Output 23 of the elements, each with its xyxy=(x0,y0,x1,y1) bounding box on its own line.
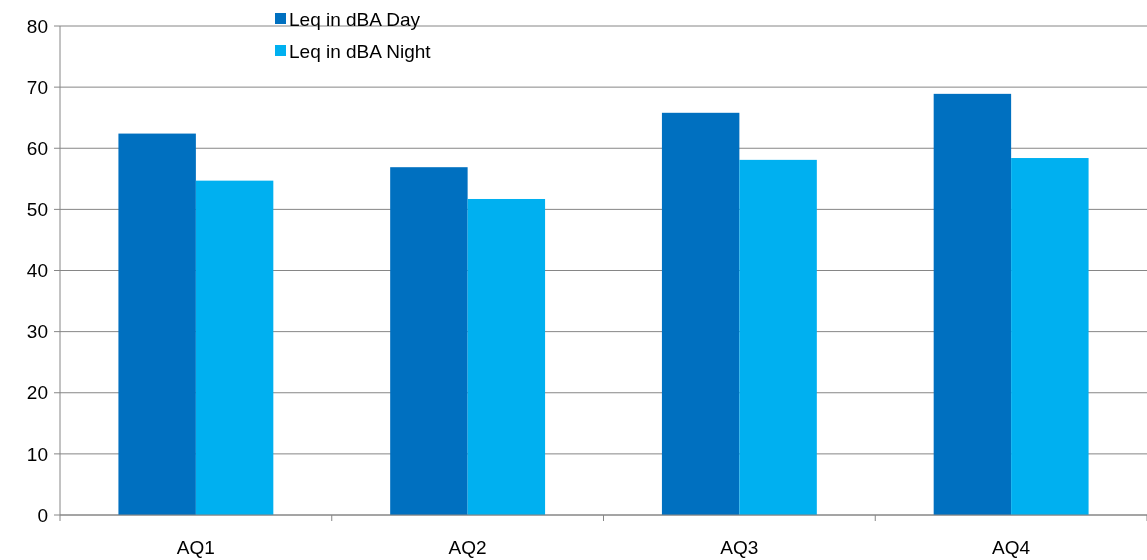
bar xyxy=(390,167,468,515)
legend-label: Leq in dBA Day xyxy=(289,8,421,30)
x-tick-label: AQ2 xyxy=(448,537,487,558)
y-tick-label: 20 xyxy=(26,382,48,404)
bar xyxy=(118,133,196,515)
x-tick-label: AQ1 xyxy=(176,537,215,558)
bar xyxy=(467,198,546,515)
bar xyxy=(933,93,1012,515)
y-tick-label: 40 xyxy=(26,260,48,282)
bar xyxy=(1011,158,1089,515)
y-tick-label: 60 xyxy=(26,137,48,159)
y-tick-label: 50 xyxy=(26,199,48,221)
legend-label: Leq in dBA Night xyxy=(289,40,432,62)
y-tick-label: 10 xyxy=(26,443,48,465)
x-tick-label: AQ4 xyxy=(992,537,1031,558)
bar xyxy=(661,112,740,515)
y-tick-label: 80 xyxy=(26,15,48,37)
x-tick-label: AQ3 xyxy=(720,537,759,558)
y-tick-label: 70 xyxy=(26,76,48,98)
y-tick-label: 30 xyxy=(26,321,48,343)
bar xyxy=(739,159,817,515)
bar xyxy=(195,180,274,515)
y-tick-label: 0 xyxy=(37,504,48,526)
